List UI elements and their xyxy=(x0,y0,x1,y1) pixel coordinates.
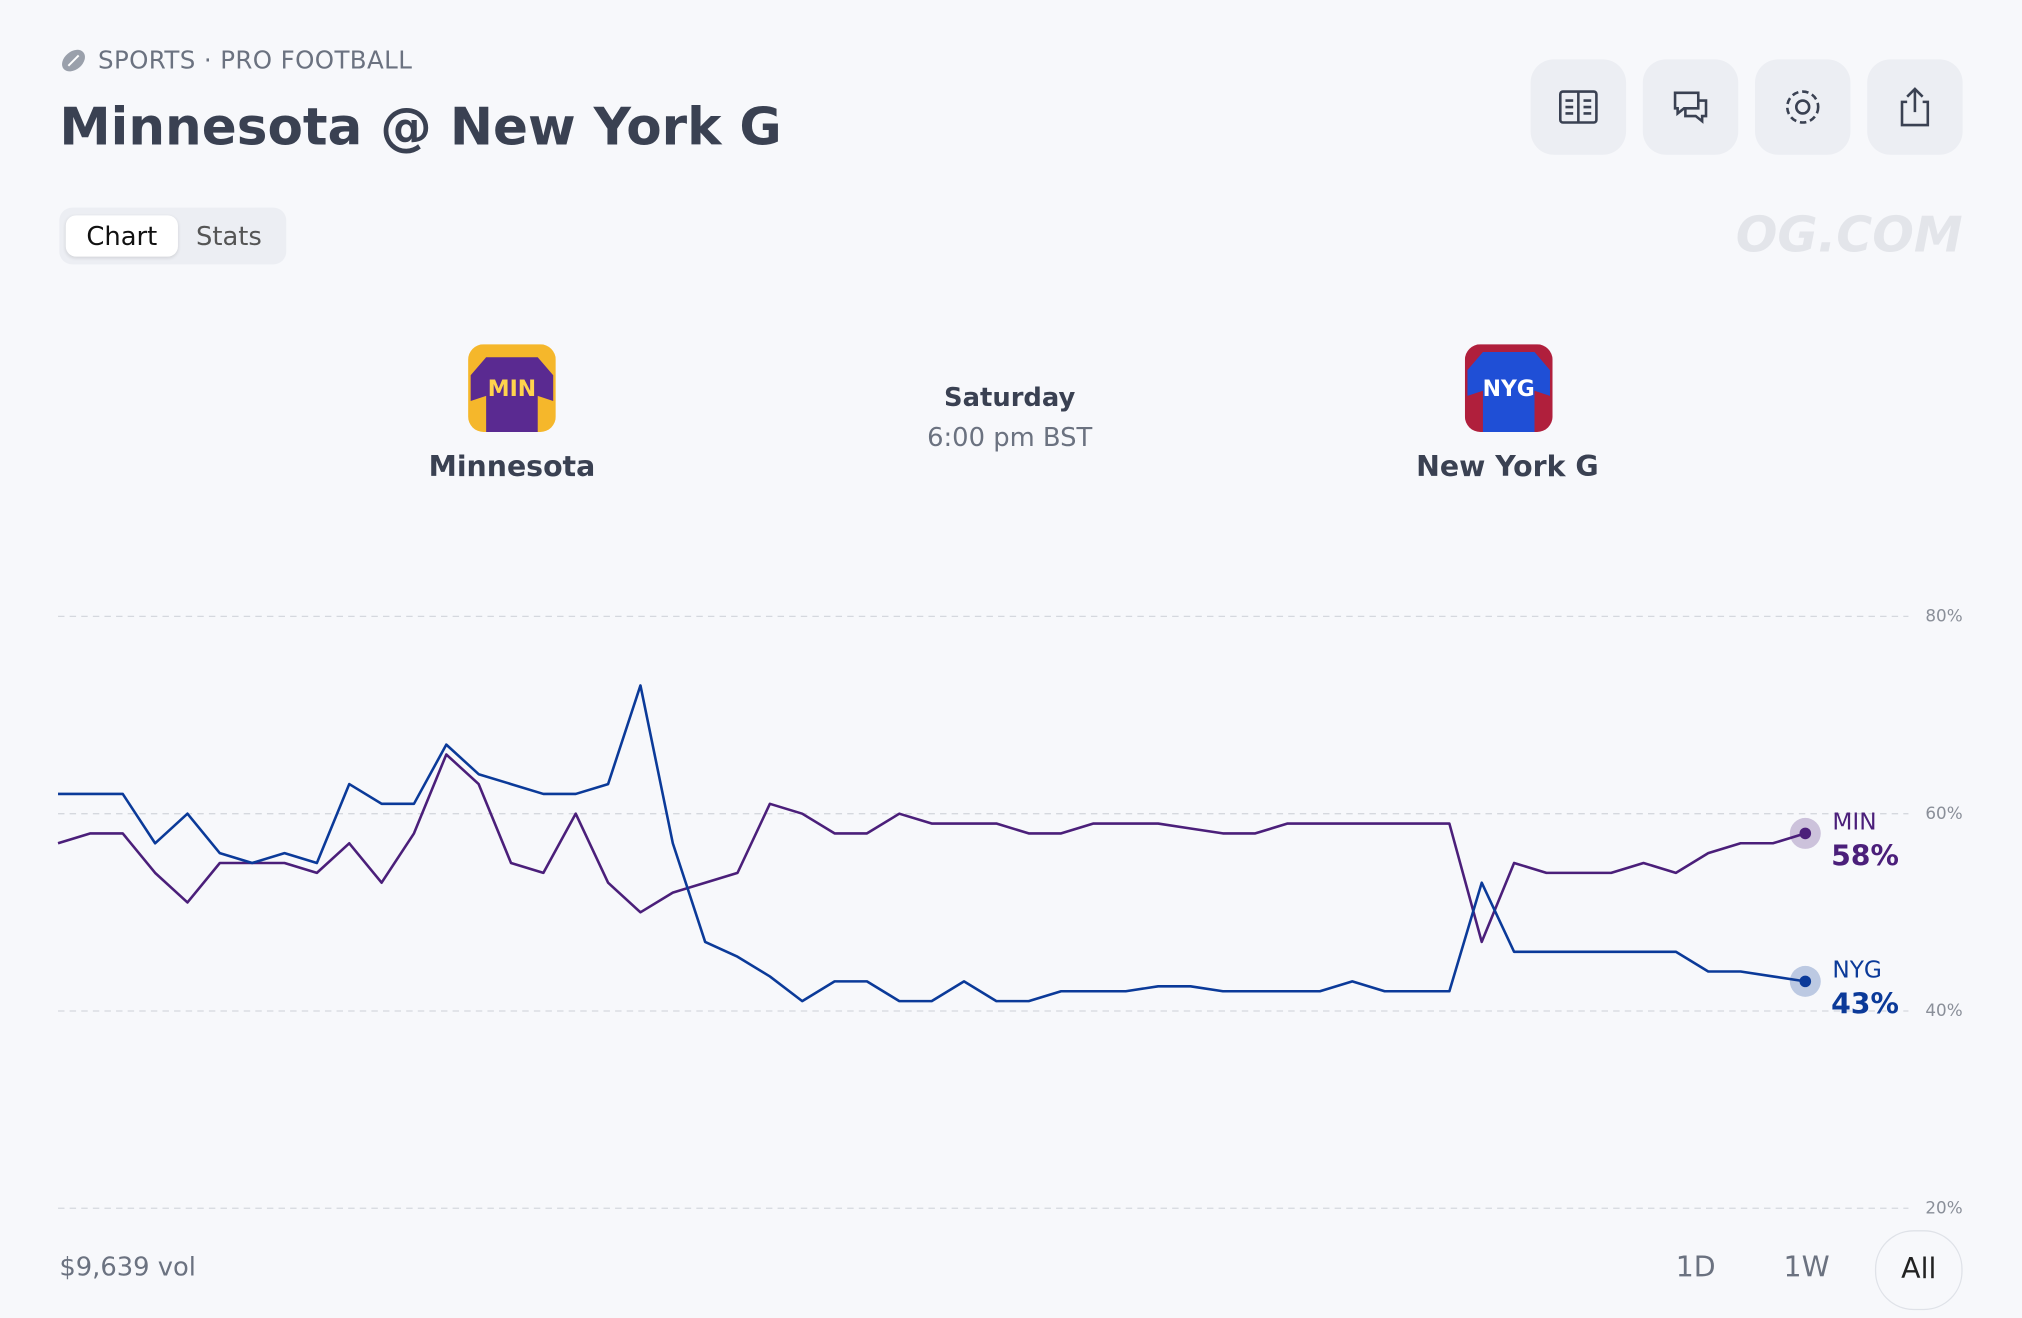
value-label: 58% xyxy=(1831,840,1899,873)
rules-button[interactable] xyxy=(1530,59,1627,155)
volume: $9,639 vol xyxy=(59,1250,196,1282)
range-button[interactable]: All xyxy=(1874,1230,1963,1311)
tab-stats[interactable]: Stats xyxy=(196,220,262,252)
y-tick-label: 40% xyxy=(1925,1000,1962,1020)
tab-chart[interactable]: Chart xyxy=(65,215,178,257)
end-point xyxy=(1799,975,1812,988)
team-name: New York G xyxy=(1416,451,1599,484)
series-line xyxy=(58,684,1806,1003)
football-icon xyxy=(62,49,85,72)
share-button[interactable] xyxy=(1867,59,1963,155)
icon xyxy=(1900,87,1930,127)
legend-label: NYG xyxy=(1832,957,1882,984)
team-logo: MIN xyxy=(468,344,556,432)
team-name: Minnesota xyxy=(428,451,596,484)
range-button[interactable]: 1D xyxy=(1675,1252,1716,1285)
y-tick-label: 60% xyxy=(1925,803,1962,823)
end-point xyxy=(1799,827,1812,840)
y-tick-label: 80% xyxy=(1925,606,1962,626)
comments-button[interactable] xyxy=(1642,59,1739,155)
game-time: 6:00 pm BST xyxy=(927,421,1093,453)
value-label: 43% xyxy=(1831,988,1899,1021)
settings-button[interactable] xyxy=(1755,59,1851,155)
page-title: Minnesota @ New York G xyxy=(59,98,782,158)
range-button[interactable]: 1W xyxy=(1783,1252,1830,1285)
badge-text: NYG xyxy=(1483,377,1535,402)
watermark: OG.COM xyxy=(1735,206,1963,264)
icon xyxy=(1673,91,1708,124)
game-day: Saturday xyxy=(944,381,1076,413)
legend-label: MIN xyxy=(1832,809,1876,836)
view-tabs: Chart Stats xyxy=(59,207,287,265)
breadcrumb[interactable]: SPORTS · PRO FOOTBALL xyxy=(98,46,413,75)
badge-text: MIN xyxy=(488,377,536,402)
icon xyxy=(1559,90,1598,124)
icon xyxy=(1785,90,1820,124)
series-line xyxy=(57,753,1806,944)
team-logo: NYG xyxy=(1464,344,1553,432)
y-tick-label: 20% xyxy=(1925,1197,1962,1217)
